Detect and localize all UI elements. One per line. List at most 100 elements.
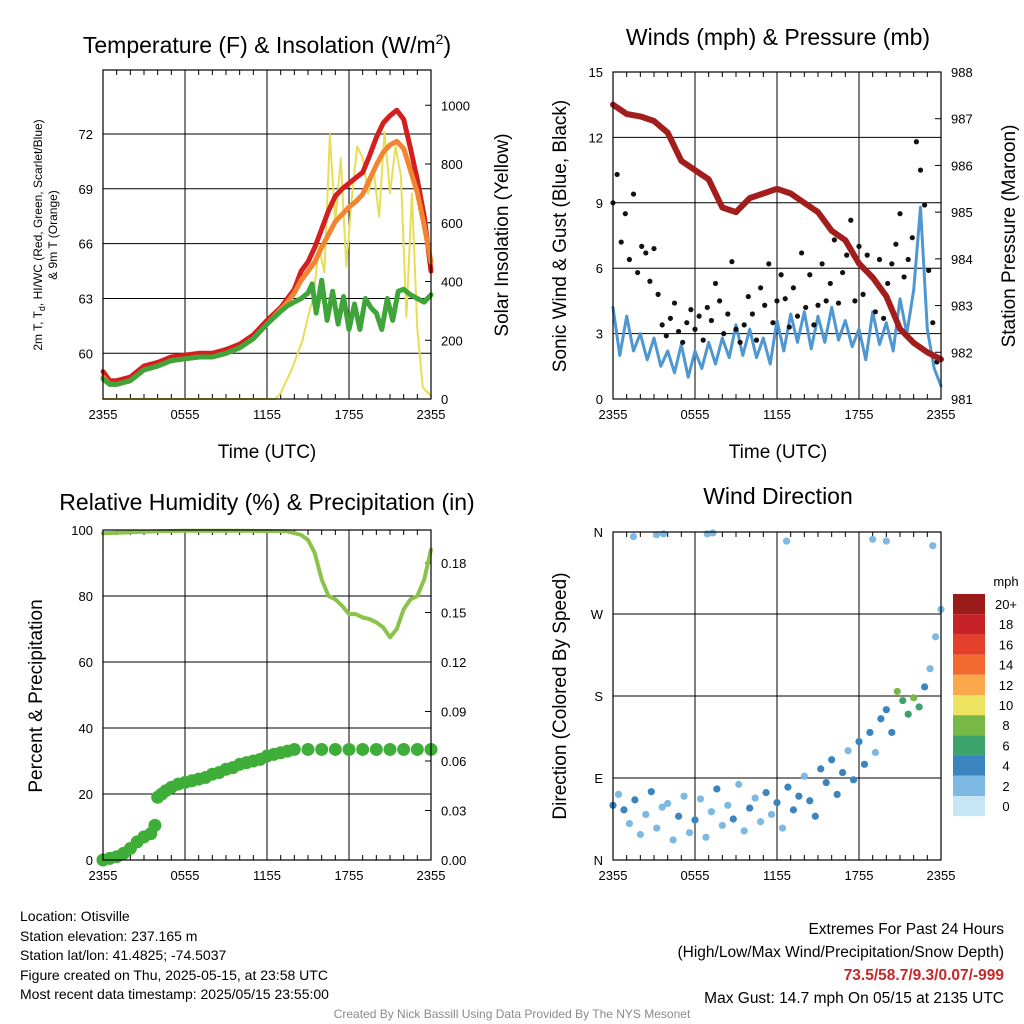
direction-point bbox=[740, 827, 748, 835]
data-point bbox=[383, 742, 397, 756]
direction-point bbox=[839, 768, 847, 777]
x-tick-label: 1155 bbox=[763, 868, 791, 883]
direction-point bbox=[664, 799, 672, 808]
elevation-text: Station elevation: 237.165 m bbox=[20, 927, 198, 944]
data-point bbox=[692, 326, 698, 332]
data-point bbox=[774, 298, 780, 304]
data-point bbox=[807, 272, 813, 278]
insolation-ylabel: Solar Insolation (Yellow) bbox=[492, 133, 513, 336]
legend-label: 10 bbox=[999, 698, 1013, 713]
data-point bbox=[696, 313, 702, 319]
y2-tick-label: 400 bbox=[441, 275, 463, 290]
data-point bbox=[369, 742, 383, 756]
direction-point bbox=[724, 801, 732, 809]
data-point bbox=[745, 293, 751, 300]
legend-swatch bbox=[953, 715, 985, 736]
direction-point bbox=[625, 819, 634, 828]
direction-point bbox=[642, 810, 650, 819]
data-point bbox=[913, 139, 920, 145]
data-point bbox=[643, 250, 649, 256]
direction-point bbox=[669, 836, 677, 844]
data-point bbox=[823, 298, 829, 304]
legend-swatch bbox=[953, 775, 985, 796]
data-point bbox=[721, 331, 727, 337]
wind-xlabel: Time (UTC) bbox=[729, 442, 828, 463]
direction-point bbox=[718, 821, 726, 829]
data-point bbox=[676, 328, 682, 335]
data-point bbox=[860, 291, 866, 297]
y2-tick-label: 0.06 bbox=[441, 754, 466, 769]
direction-point bbox=[729, 815, 737, 823]
direction-point bbox=[844, 747, 852, 755]
x-tick-label: 1755 bbox=[845, 868, 874, 883]
series-line bbox=[100, 277, 434, 387]
data-point bbox=[328, 742, 342, 756]
data-point bbox=[766, 261, 772, 267]
y2-tick-label: 982 bbox=[951, 345, 973, 360]
direction-point bbox=[696, 795, 705, 803]
x-tick-label: 2355 bbox=[599, 868, 628, 883]
location-text: Location: Otisville bbox=[20, 908, 130, 924]
x-tick-label: 1755 bbox=[335, 868, 364, 883]
y-tick-label: W bbox=[591, 607, 604, 622]
data-point bbox=[342, 742, 356, 756]
direction-point bbox=[817, 765, 825, 773]
x-tick-label: 1155 bbox=[253, 868, 281, 883]
extremes-subtitle: (High/Low/Max Wind/Precipitation/Snow De… bbox=[677, 944, 1005, 961]
legend-swatch bbox=[953, 755, 985, 776]
data-point bbox=[651, 245, 657, 252]
data-point bbox=[700, 337, 706, 343]
direction-point bbox=[659, 530, 668, 538]
direction-point bbox=[631, 796, 639, 804]
legend-swatch bbox=[953, 735, 985, 756]
direction-point bbox=[636, 830, 644, 839]
y-tick-label: 15 bbox=[589, 65, 603, 80]
data-point bbox=[639, 243, 645, 249]
data-point bbox=[647, 278, 653, 284]
legend-swatch bbox=[953, 695, 985, 716]
direction-point bbox=[904, 710, 912, 718]
direction-point bbox=[709, 529, 717, 537]
y-tick-label: 60 bbox=[79, 346, 93, 361]
speed-legend: mph 20+ 18 16 14 12 10 8 6 4 2 0 bbox=[953, 574, 1019, 817]
direction-point bbox=[767, 810, 776, 819]
data-point bbox=[827, 280, 833, 287]
direction-point bbox=[931, 633, 940, 641]
direction-point bbox=[871, 748, 880, 757]
data-point bbox=[786, 324, 792, 330]
data-point bbox=[758, 285, 764, 291]
plot-frame bbox=[102, 529, 432, 861]
y-tick-label: 20 bbox=[79, 787, 93, 802]
extremes-box: Extremes For Past 24 Hours (High/Low/Max… bbox=[678, 918, 1005, 1010]
station-info: Location: Otisville Station elevation: 2… bbox=[20, 907, 329, 1005]
direction-point bbox=[860, 760, 869, 768]
pressure-ylabel: Station Pressure (Maroon) bbox=[999, 125, 1020, 348]
x-tick-label: 0555 bbox=[171, 868, 200, 883]
direction-point bbox=[782, 537, 791, 545]
x-tick-label: 1755 bbox=[845, 407, 874, 422]
data-point bbox=[909, 235, 915, 241]
y2-tick-label: 0.15 bbox=[441, 606, 466, 621]
data-point bbox=[778, 272, 784, 278]
direction-point bbox=[762, 788, 770, 797]
y2-tick-label: 984 bbox=[951, 252, 973, 267]
direction-point bbox=[691, 816, 699, 824]
data-point bbox=[831, 237, 838, 243]
direction-point bbox=[735, 780, 743, 788]
data-point bbox=[315, 742, 329, 756]
humidity-ylabel: Percent & Precipitation bbox=[26, 599, 47, 792]
x-tick-label: 1155 bbox=[763, 407, 791, 422]
data-point bbox=[922, 202, 928, 208]
legend-swatch bbox=[953, 594, 985, 615]
y-tick-label: 6 bbox=[596, 261, 603, 276]
wind-panel: Winds (mph) & Pressure (mb) 2355 0555 1155… bbox=[550, 24, 1020, 463]
data-point bbox=[688, 307, 694, 313]
direction-point bbox=[778, 824, 787, 832]
x-tick-label: 2355 bbox=[89, 407, 118, 422]
legend-swatch bbox=[953, 634, 985, 655]
y2-tick-label: 1000 bbox=[441, 98, 470, 113]
direction-point bbox=[806, 797, 814, 805]
direction-point bbox=[888, 728, 896, 737]
direction-point bbox=[680, 792, 688, 800]
direction-point bbox=[653, 531, 661, 539]
